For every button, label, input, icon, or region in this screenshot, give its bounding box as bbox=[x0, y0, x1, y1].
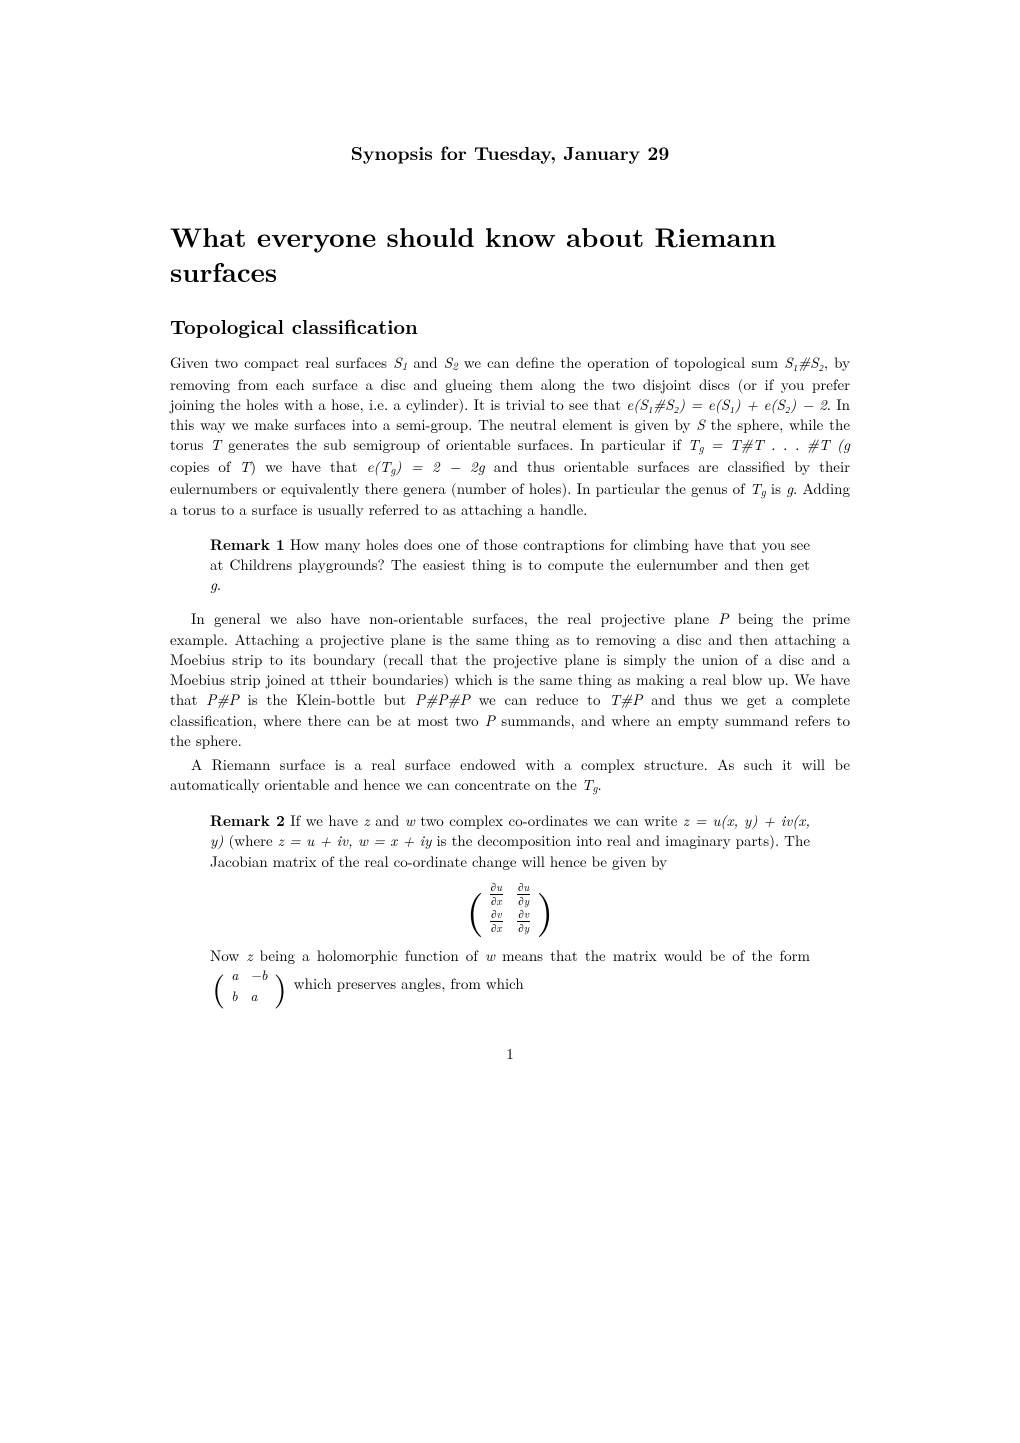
header-date: Synopsis for Tuesday, January 29 bbox=[170, 140, 850, 166]
jacobian-matrix: ( ∂u∂x ∂u∂y ∂v∂x ∂v∂y ) bbox=[210, 882, 810, 934]
para-1: Given two compact real surfaces S1 and S… bbox=[170, 353, 850, 521]
page: Synopsis for Tuesday, January 29 What ev… bbox=[0, 0, 1020, 1124]
remark-label: Remark 1 bbox=[210, 534, 285, 555]
title: What everyone should know about Riemann … bbox=[170, 218, 850, 288]
remark-2: Remark 2 If we have z and w two complex … bbox=[210, 811, 810, 1006]
section-heading: Topological classification bbox=[170, 312, 850, 339]
para-3: A Riemann surface is a real surface endo… bbox=[170, 755, 850, 797]
remark-1: Remark 1 How many holes does one of thos… bbox=[210, 535, 810, 596]
remark-2-cont: Now z being a holomorphic function of w … bbox=[210, 946, 810, 1006]
para-2: In general we also have non-orientable s… bbox=[170, 609, 850, 751]
remark-label: Remark 2 bbox=[210, 810, 285, 831]
rotation-matrix: ( a −b b a ) bbox=[212, 966, 287, 1006]
page-number: 1 bbox=[170, 1044, 850, 1064]
